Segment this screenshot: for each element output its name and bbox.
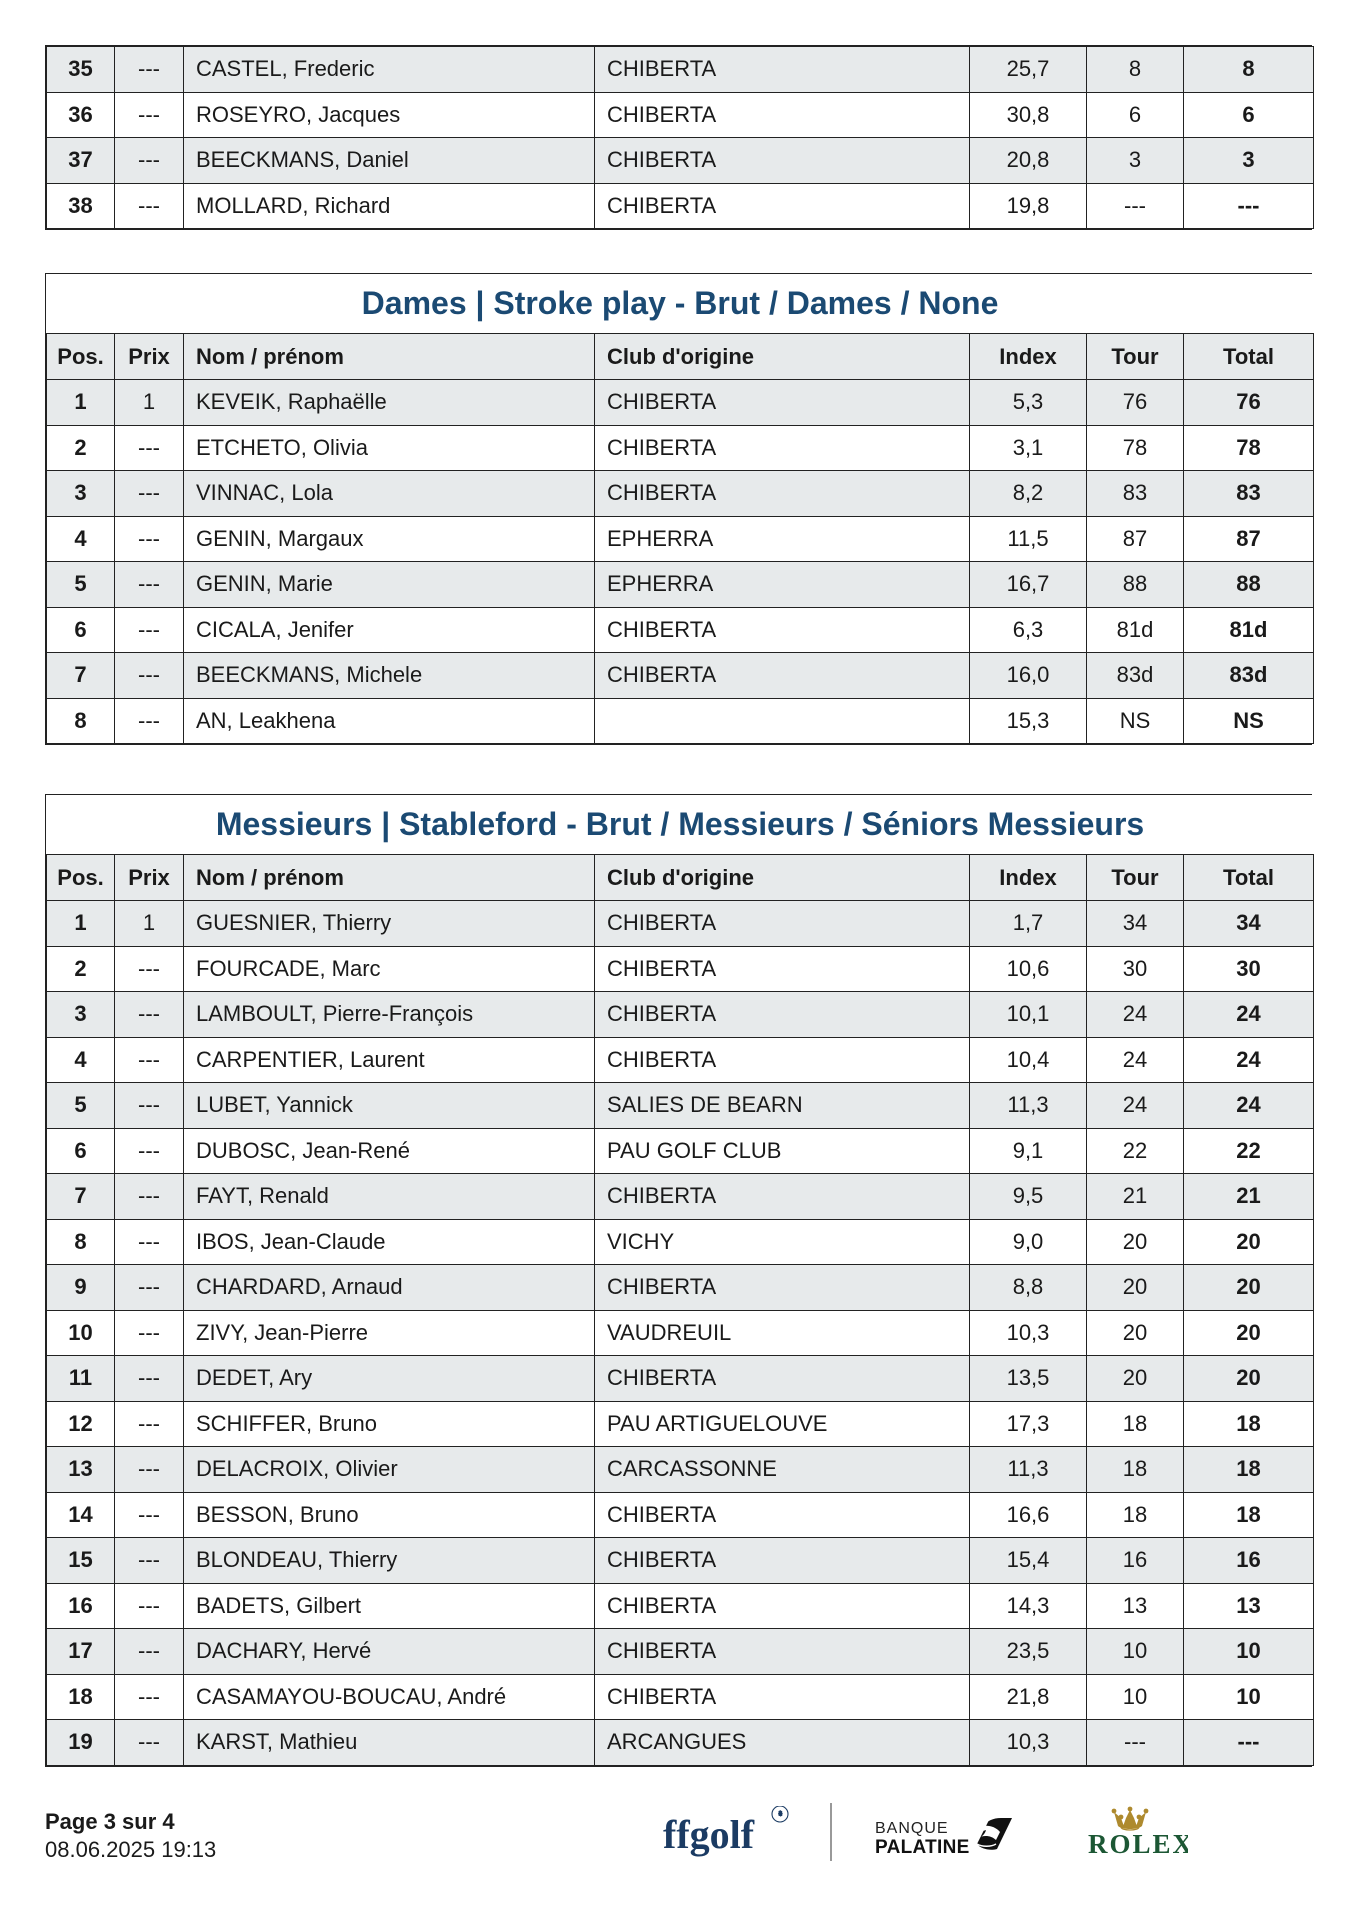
svg-text:ROLEX: ROLEX: [1088, 1829, 1188, 1858]
svg-text:ffgolf: ffgolf: [663, 1812, 755, 1857]
svg-text:BANQUE: BANQUE: [875, 1820, 949, 1837]
svg-text:PALATINE: PALATINE: [875, 1837, 970, 1858]
